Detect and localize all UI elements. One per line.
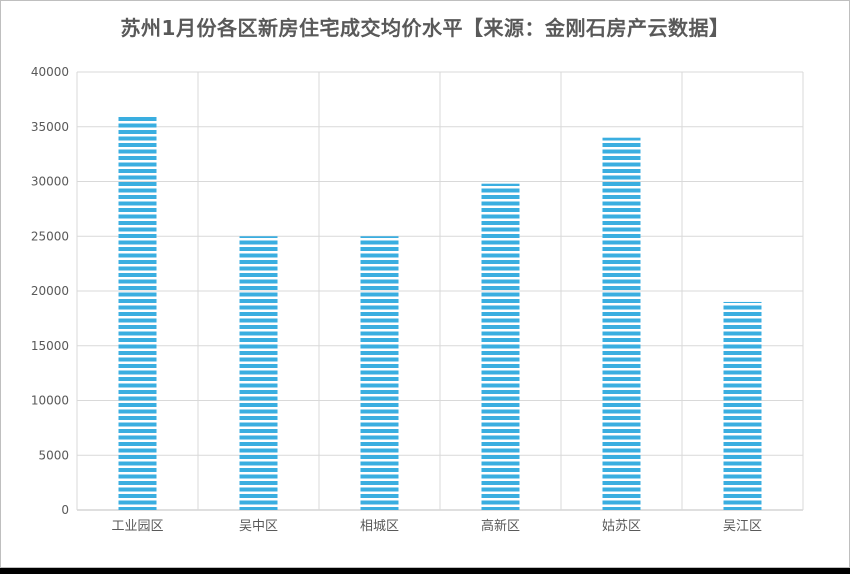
x-tick-label: 相城区 bbox=[360, 519, 399, 534]
y-tick-label: 25000 bbox=[31, 229, 69, 243]
chart-title: 苏州1月份各区新房住宅成交均价水平【来源：金刚石房产云数据】 bbox=[120, 16, 730, 40]
y-tick-label: 5000 bbox=[38, 448, 69, 462]
x-axis: 工业园区 吴中区 相城区 高新区 姑苏区 吴江区 bbox=[111, 518, 762, 534]
y-tick-label: 35000 bbox=[31, 120, 69, 134]
y-axis: 0 5000 10000 15000 20000 25000 30000 35000 40000 bbox=[31, 65, 69, 517]
bar-4 bbox=[481, 183, 520, 510]
bar-1 bbox=[118, 114, 157, 510]
x-tick-label: 吴江区 bbox=[723, 519, 762, 534]
x-tick-label: 姑苏区 bbox=[602, 518, 641, 534]
y-tick-label: 10000 bbox=[31, 394, 69, 408]
bar-2 bbox=[239, 236, 278, 510]
x-tick-label: 工业园区 bbox=[111, 519, 163, 534]
gridlines bbox=[76, 71, 804, 511]
bar-3 bbox=[360, 236, 399, 510]
x-tick-label: 高新区 bbox=[481, 518, 520, 534]
bar-5 bbox=[602, 137, 641, 510]
bar-6 bbox=[723, 301, 762, 510]
bars bbox=[118, 114, 762, 510]
x-tick-label: 吴中区 bbox=[239, 519, 278, 534]
y-tick-label: 40000 bbox=[31, 65, 69, 79]
bottom-bar bbox=[0, 568, 850, 574]
y-tick-label: 30000 bbox=[31, 175, 69, 189]
y-tick-label: 15000 bbox=[31, 339, 69, 353]
y-tick-label: 20000 bbox=[31, 284, 69, 298]
y-tick-label: 0 bbox=[61, 503, 69, 517]
